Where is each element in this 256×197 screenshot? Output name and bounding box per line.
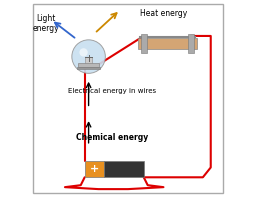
Bar bbox=[85, 161, 104, 177]
Circle shape bbox=[79, 48, 88, 57]
Text: Light
energy: Light energy bbox=[33, 14, 60, 33]
Bar bbox=[141, 34, 147, 53]
Circle shape bbox=[72, 40, 105, 73]
Bar bbox=[85, 57, 92, 64]
Text: Electrical energy in wires: Electrical energy in wires bbox=[68, 88, 156, 94]
Text: +: + bbox=[90, 164, 99, 174]
Bar bbox=[188, 34, 194, 53]
Bar bbox=[78, 63, 100, 67]
Bar bbox=[104, 161, 144, 177]
Text: Heat energy: Heat energy bbox=[140, 9, 187, 18]
Bar bbox=[77, 67, 100, 70]
Text: Chemical energy: Chemical energy bbox=[76, 133, 148, 142]
Bar bbox=[138, 38, 197, 49]
